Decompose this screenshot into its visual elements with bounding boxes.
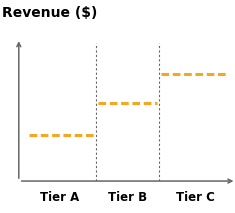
Text: Tier C: Tier C [176,191,215,204]
Text: Revenue ($): Revenue ($) [2,6,98,20]
Text: Tier A: Tier A [40,191,79,204]
Text: Tier B: Tier B [108,191,147,204]
